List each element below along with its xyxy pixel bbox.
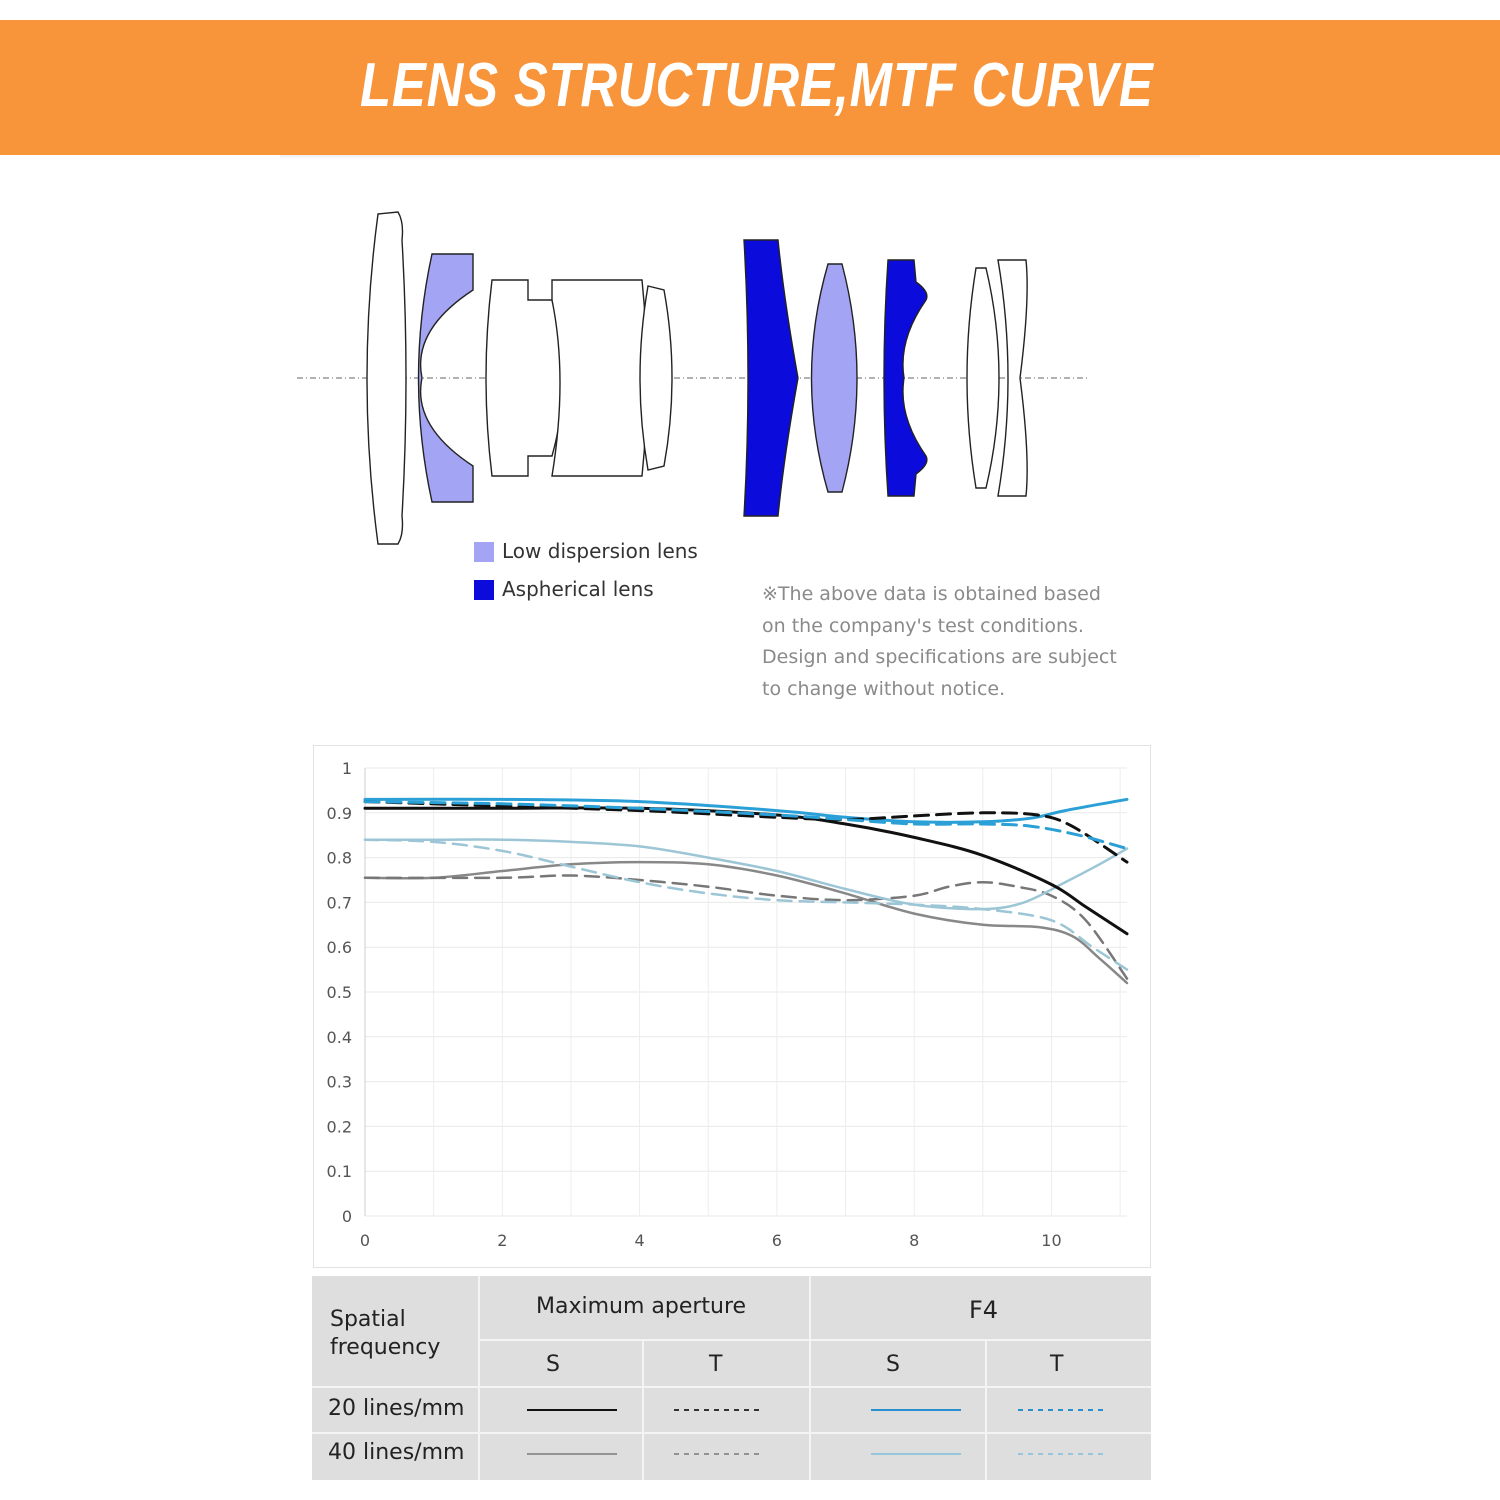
note-line: on the company's test conditions. — [762, 614, 1084, 637]
row-label-20: 20 lines/mm — [328, 1396, 465, 1421]
group-header-max-aperture: Maximum aperture — [536, 1294, 747, 1319]
legend-swatch-aspherical — [474, 580, 494, 600]
lens-element-5 — [639, 285, 673, 471]
row-label-40: 40 lines/mm — [328, 1440, 465, 1465]
sub-header-t: T — [1050, 1352, 1064, 1377]
note-line: to change without notice. — [762, 677, 1006, 700]
row-header-spatial-frequency: Spatial frequency — [330, 1306, 440, 1362]
title-banner — [0, 20, 1500, 155]
table-divider — [312, 1432, 1151, 1434]
table-divider — [478, 1276, 480, 1480]
page-title: LENS STRUCTURE,MTF CURVE — [360, 51, 1154, 120]
sub-header-s: S — [886, 1352, 900, 1377]
table-divider — [642, 1340, 644, 1480]
lens-element-4 — [551, 279, 648, 477]
row-header-line: Spatial — [330, 1307, 406, 1332]
lens-element-1 — [366, 211, 407, 545]
lens-element-7-low-dispersion — [810, 263, 858, 493]
table-line-samples — [527, 1409, 1108, 1455]
lens-element-2-low-dispersion — [417, 253, 474, 503]
legend-label: Low dispersion lens — [502, 539, 698, 563]
lens-structure-diagram — [297, 211, 1090, 545]
table-divider — [809, 1276, 811, 1480]
table-divider — [312, 1386, 1151, 1388]
sub-header-s: S — [546, 1352, 560, 1377]
table-divider — [985, 1340, 987, 1480]
mtf-chart-frame — [313, 745, 1151, 1268]
lens-element-8-aspherical — [883, 259, 928, 497]
legend-low-dispersion: Low dispersion lens — [474, 540, 698, 562]
note-line: ※The above data is obtained based — [762, 583, 1101, 605]
banner-shadow — [280, 155, 1200, 159]
lens-element-3 — [485, 279, 564, 477]
legend-swatch-low-dispersion — [474, 542, 494, 562]
group-header-f4: F4 — [969, 1296, 999, 1324]
sub-header-t: T — [709, 1352, 723, 1377]
legend-aspherical: Aspherical lens — [474, 578, 654, 600]
legend-label: Aspherical lens — [502, 577, 654, 601]
row-header-line: frequency — [330, 1335, 441, 1360]
mtf-legend-table: Spatial frequency Maximum aperture F4 S … — [312, 1276, 1151, 1480]
table-divider — [478, 1339, 1151, 1341]
lens-element-10 — [997, 259, 1028, 497]
lens-element-9 — [966, 267, 1000, 489]
lens-element-6-aspherical — [743, 239, 799, 517]
disclaimer-note: ※The above data is obtained based on the… — [762, 579, 1162, 705]
note-line: Design and specifications are subject — [762, 646, 1117, 668]
